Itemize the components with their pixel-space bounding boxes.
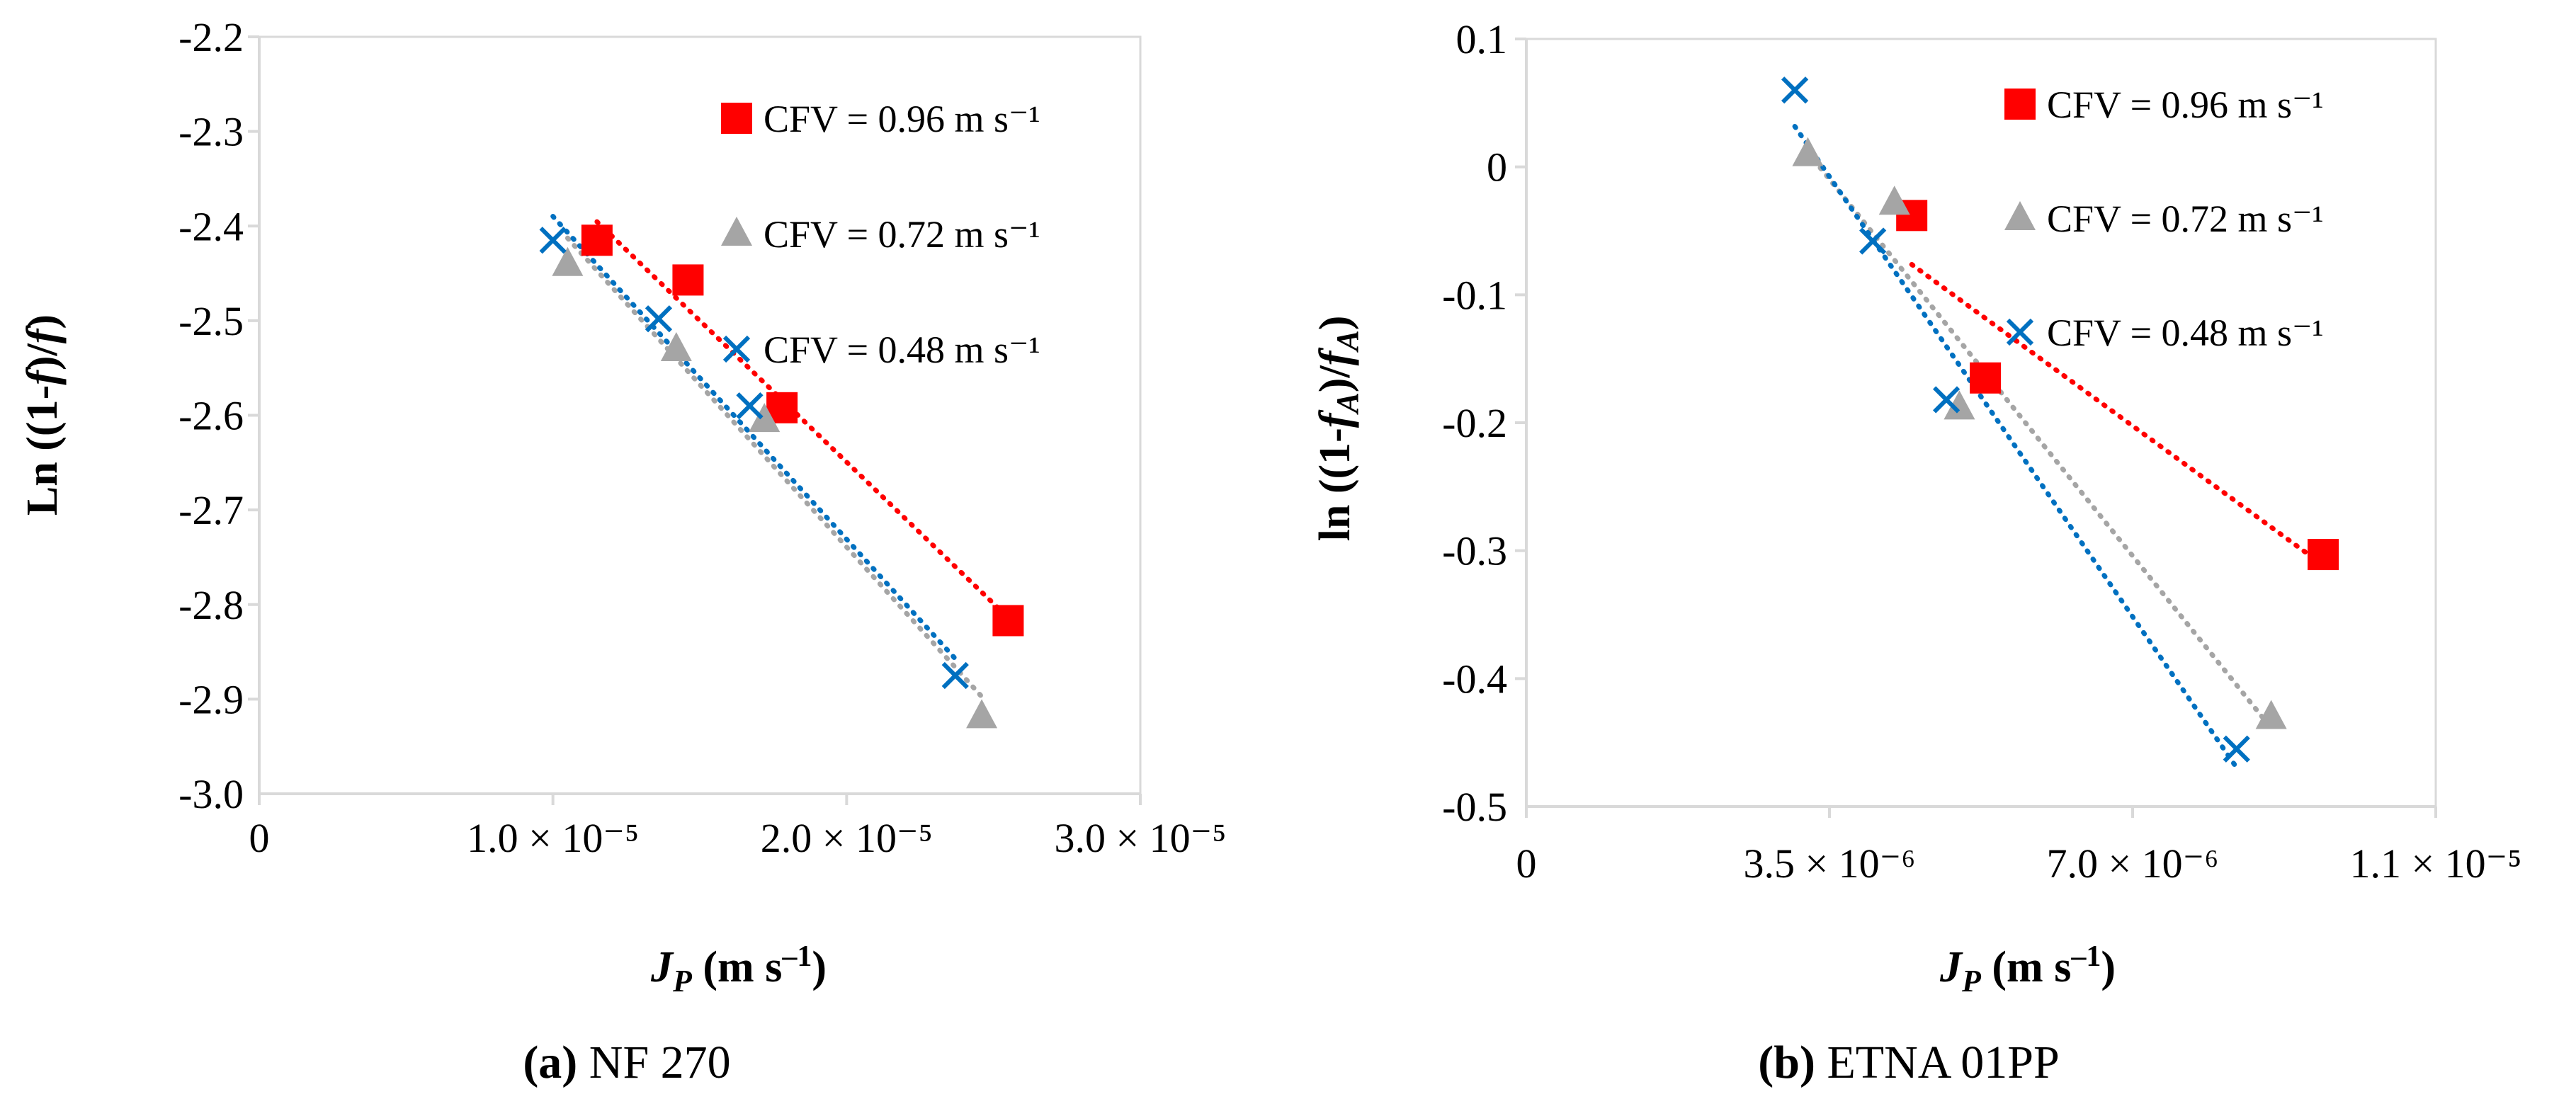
caption-label: (b) <box>1758 1037 1815 1088</box>
data-point-cross <box>1781 76 1809 104</box>
y-tick-label: -2.2 <box>178 14 244 60</box>
caption-label: (a) <box>523 1037 577 1088</box>
data-point-cross <box>1932 386 1961 414</box>
chart-nf270: -2.2 -2.3 -2.4 -2.5 -2.6 -2.7 -2.8 -2.9 -3.0 0 1.… <box>18 14 1227 1088</box>
x-tick-labels: 0 3.5 × 10⁻⁶ 7.0 × 10⁻⁶ 1.1 × 10⁻⁵ <box>1516 807 2522 887</box>
trendlines <box>550 214 1011 700</box>
y-tick-labels: -2.2 -2.3 -2.4 -2.5 -2.6 -2.7 -2.8 -2.9 -3.0 <box>178 14 259 817</box>
chart-etna01pp: 0.1 0 -0.1 -0.2 -0.3 -0.4 -0.5 0 3.5 × 10⁻⁶ 7.0 … <box>1311 16 2522 1088</box>
y-tick-label: -2.6 <box>178 393 244 439</box>
data-point-square <box>672 264 704 296</box>
x-tick-label: 3.5 × 10⁻⁶ <box>1743 841 1915 887</box>
data-point-square <box>2308 539 2339 571</box>
caption: (a) NF 270 <box>523 1037 730 1088</box>
data-point-triangle <box>749 403 781 433</box>
legend-marker-square <box>2004 89 2036 120</box>
legend-label: CFV = 0.48 m s⁻¹ <box>764 329 1040 371</box>
y-tick-label: 0 <box>1487 144 1507 190</box>
data-point-cross <box>1859 227 1887 255</box>
legend-marker-cross <box>2006 318 2034 346</box>
x-tick-label: 0 <box>249 815 270 861</box>
data-point-triangle <box>660 331 692 361</box>
x-tick-label: 7.0 × 10⁻⁶ <box>2046 841 2218 887</box>
trendline-square <box>1909 262 2326 568</box>
data-point-square <box>581 224 613 256</box>
y-tick-label: -2.3 <box>178 109 244 155</box>
y-axis-title: Ln ((1-f)/f) <box>18 314 67 515</box>
trendline-cross <box>1792 124 2240 770</box>
data-point-triangle <box>1878 186 1910 215</box>
data-points <box>1781 76 2339 763</box>
plot-area-border <box>1525 38 2437 808</box>
x-tick-label: 0 <box>1516 841 1537 887</box>
caption-text: NF 270 <box>577 1037 730 1088</box>
legend-label: CFV = 0.72 m s⁻¹ <box>2047 198 2324 240</box>
legend-marker-cross <box>722 335 751 363</box>
y-axis-title: ln ((1-fA)/fA) <box>1311 316 1365 542</box>
x-tick-label: 3.0 × 10⁻⁵ <box>1054 815 1226 861</box>
data-point-cross <box>736 392 764 420</box>
y-tick-labels: 0.1 0 -0.1 -0.2 -0.3 -0.4 -0.5 <box>1442 16 1526 830</box>
trendline-square <box>594 219 1011 620</box>
data-point-triangle <box>966 699 998 729</box>
data-point-cross <box>941 661 969 690</box>
data-point-triangle <box>1792 137 1824 166</box>
data-point-triangle <box>2255 700 2287 729</box>
trendline-cross <box>550 214 958 661</box>
data-point-triangle <box>552 246 584 276</box>
data-point-square <box>1970 362 2002 394</box>
y-tick-label: -0.3 <box>1442 528 1507 574</box>
plot-area-border <box>258 35 1142 795</box>
legend-label: CFV = 0.48 m s⁻¹ <box>2047 312 2324 354</box>
x-tick-label: 1.0 × 10⁻⁵ <box>467 815 639 861</box>
trendline-triangle <box>1805 149 2274 731</box>
y-tick-label: -2.7 <box>178 487 244 533</box>
caption-text: ETNA 01PP <box>1815 1037 2060 1088</box>
y-tick-label: -0.1 <box>1442 272 1507 318</box>
legend-label: CFV = 0.96 m s⁻¹ <box>2047 84 2324 126</box>
y-tick-label: -3.0 <box>178 771 244 817</box>
legend-marker-triangle <box>2004 201 2036 230</box>
data-point-cross <box>539 227 567 254</box>
y-tick-label: -0.2 <box>1442 400 1507 446</box>
y-tick-label: -0.4 <box>1442 656 1507 702</box>
y-tick-label: 0.1 <box>1456 16 1508 62</box>
y-tick-label: -2.5 <box>178 298 244 344</box>
y-tick-label: -2.4 <box>178 203 244 249</box>
data-point-square <box>992 605 1024 637</box>
x-tick-label: 1.1 × 10⁻⁵ <box>2349 841 2521 887</box>
legend: CFV = 0.96 m s⁻¹ CFV = 0.72 m s⁻¹ CFV = 0.… <box>721 98 1040 371</box>
data-point-triangle <box>1944 390 1975 420</box>
trendlines <box>1792 124 2326 770</box>
x-axis-title: JP (m s–1) <box>650 940 827 998</box>
y-tick-label: -0.5 <box>1442 784 1507 830</box>
legend-marker-square <box>721 103 752 134</box>
legend-label: CFV = 0.72 m s⁻¹ <box>764 213 1040 256</box>
legend-marker-triangle <box>721 217 752 246</box>
legend: CFV = 0.96 m s⁻¹ CFV = 0.72 m s⁻¹ CFV = 0.… <box>2004 84 2324 354</box>
legend-label: CFV = 0.96 m s⁻¹ <box>764 98 1040 140</box>
x-axis-title: JP (m s–1) <box>1939 940 2116 998</box>
x-tick-labels: 0 1.0 × 10⁻⁵ 2.0 × 10⁻⁵ 3.0 × 10⁻⁵ <box>249 794 1227 861</box>
data-point-cross <box>2223 735 2250 763</box>
y-tick-label: -2.8 <box>178 582 244 628</box>
data-points <box>539 224 1024 729</box>
x-tick-label: 2.0 × 10⁻⁵ <box>761 815 933 861</box>
trendline-triangle <box>564 235 985 700</box>
caption: (b) ETNA 01PP <box>1758 1037 2059 1088</box>
data-point-cross <box>645 305 673 333</box>
y-tick-label: -2.9 <box>178 676 244 722</box>
